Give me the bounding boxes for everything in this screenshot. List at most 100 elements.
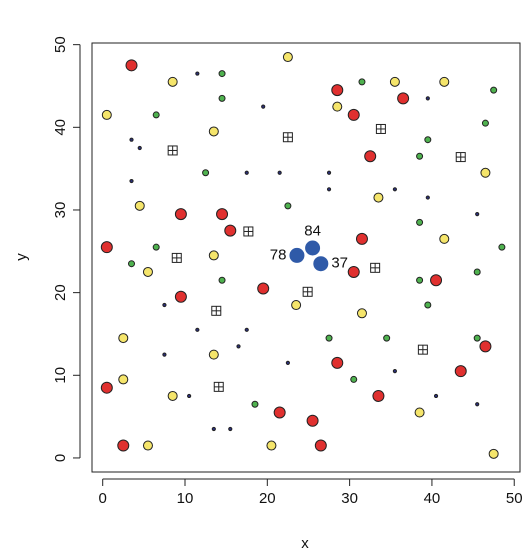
point xyxy=(101,109,112,120)
x-axis-label: x xyxy=(301,535,309,552)
point xyxy=(306,414,319,427)
point xyxy=(282,132,293,143)
point xyxy=(397,92,410,105)
point xyxy=(425,195,430,200)
point xyxy=(277,170,282,175)
point xyxy=(424,136,432,144)
point xyxy=(167,390,178,401)
point xyxy=(218,70,226,78)
point xyxy=(282,52,293,63)
point xyxy=(284,202,292,210)
y-tick-label: 50 xyxy=(52,36,69,53)
point xyxy=(243,226,254,237)
point xyxy=(285,360,290,365)
point xyxy=(326,170,332,175)
point xyxy=(129,137,134,142)
point xyxy=(424,301,432,309)
point xyxy=(142,266,153,277)
y-tick-label: 10 xyxy=(52,367,69,384)
point xyxy=(208,250,219,261)
point xyxy=(416,276,424,284)
point xyxy=(498,243,506,251)
x-tick-label: 50 xyxy=(506,490,523,507)
point xyxy=(128,260,136,268)
point xyxy=(325,334,333,342)
point xyxy=(355,232,368,245)
x-tick-label: 0 xyxy=(99,490,107,507)
point xyxy=(314,439,327,452)
point xyxy=(195,327,200,332)
y-tick-label: 30 xyxy=(52,202,69,219)
point xyxy=(289,247,305,263)
point xyxy=(347,265,360,278)
x-tick-label: 10 xyxy=(177,490,194,507)
point xyxy=(273,406,286,419)
x-tick-label: 30 xyxy=(341,490,358,507)
point xyxy=(167,76,178,87)
point xyxy=(152,243,160,251)
point xyxy=(433,393,439,399)
point xyxy=(479,340,492,353)
point xyxy=(125,59,138,72)
point xyxy=(475,212,480,217)
point xyxy=(313,256,329,272)
point xyxy=(416,152,424,160)
point xyxy=(244,170,249,175)
point xyxy=(373,192,384,203)
point xyxy=(490,86,498,94)
point xyxy=(425,96,430,101)
point xyxy=(211,426,216,432)
point-label: 78 xyxy=(270,246,287,263)
point xyxy=(117,439,130,452)
point xyxy=(261,104,266,109)
point xyxy=(152,111,160,119)
point xyxy=(439,76,450,87)
point xyxy=(481,119,489,127)
point xyxy=(375,123,386,134)
point xyxy=(473,334,481,342)
point xyxy=(331,356,344,369)
point xyxy=(142,440,153,451)
point xyxy=(118,333,129,344)
point xyxy=(417,344,428,355)
point xyxy=(211,305,222,316)
point xyxy=(257,282,270,295)
point xyxy=(100,241,113,254)
point xyxy=(174,208,187,221)
point xyxy=(331,84,344,97)
point xyxy=(236,344,241,349)
point xyxy=(370,262,381,273)
point xyxy=(305,240,321,256)
point-label: 84 xyxy=(304,222,321,239)
point xyxy=(383,334,391,342)
point xyxy=(162,302,167,308)
point xyxy=(473,268,481,276)
point xyxy=(266,440,277,451)
point xyxy=(358,78,366,86)
point xyxy=(218,276,226,284)
point xyxy=(332,101,343,112)
point xyxy=(455,152,466,163)
point xyxy=(251,400,259,408)
point xyxy=(174,290,187,303)
point xyxy=(218,94,226,102)
point xyxy=(167,145,178,156)
point xyxy=(118,374,129,385)
point xyxy=(392,187,397,192)
point xyxy=(228,426,233,432)
point xyxy=(480,167,491,178)
point xyxy=(350,375,358,383)
point xyxy=(129,178,134,184)
point xyxy=(208,126,219,137)
point xyxy=(171,252,182,263)
y-tick-label: 20 xyxy=(52,284,69,301)
point xyxy=(195,71,200,76)
point xyxy=(208,349,219,360)
y-tick-label: 40 xyxy=(52,119,69,136)
point xyxy=(213,381,224,392)
point xyxy=(187,393,192,399)
point xyxy=(488,448,499,459)
point xyxy=(244,327,249,332)
point xyxy=(291,300,302,311)
